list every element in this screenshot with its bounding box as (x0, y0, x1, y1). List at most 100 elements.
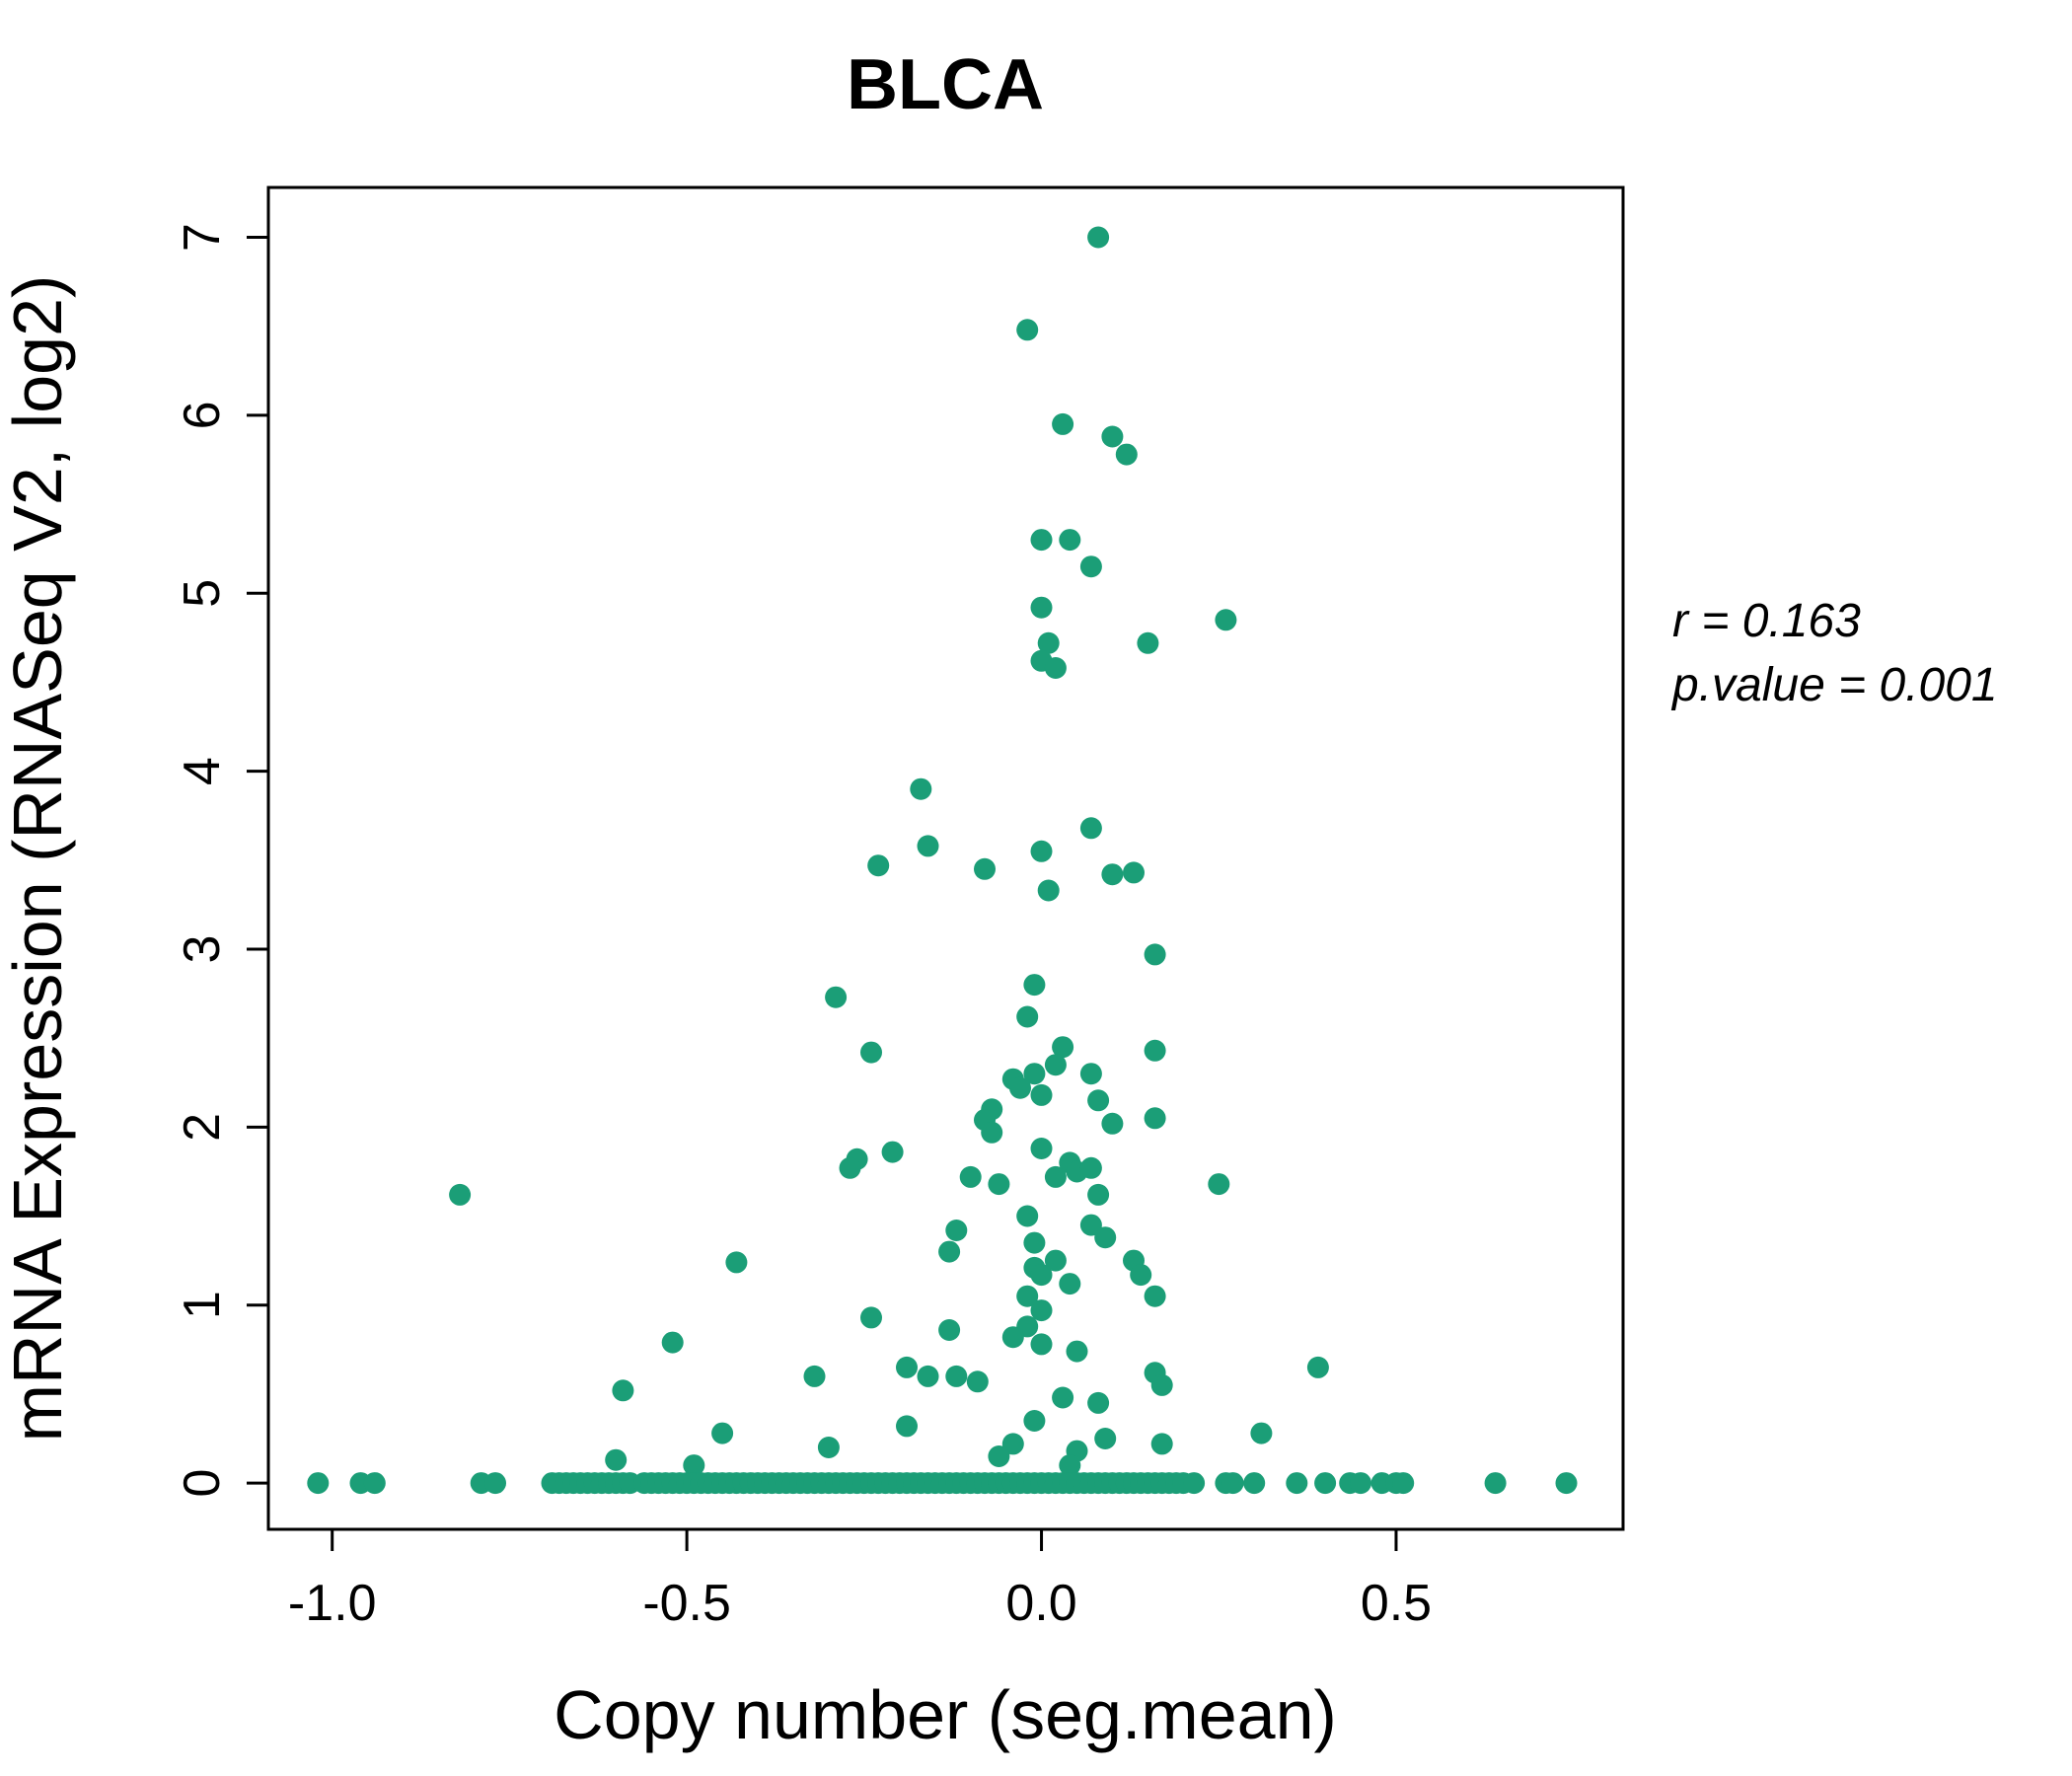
data-point (1183, 1472, 1206, 1495)
y-tick-label: 7 (174, 223, 231, 252)
data-point (917, 835, 939, 857)
data-point (1066, 1340, 1088, 1363)
data-point (1030, 1138, 1053, 1159)
data-point (1001, 1326, 1024, 1349)
data-point (1101, 863, 1124, 886)
data-point (1044, 1165, 1067, 1188)
data-point (1023, 1410, 1046, 1432)
data-point (1130, 1264, 1152, 1287)
data-point (1150, 1433, 1173, 1455)
data-point (1052, 1036, 1074, 1059)
data-point (683, 1454, 705, 1477)
data-point (484, 1472, 506, 1495)
chart-title: BLCA (847, 45, 1044, 124)
data-point (1144, 943, 1166, 966)
data-point (711, 1422, 734, 1444)
data-point (1037, 631, 1060, 654)
y-tick-label: 4 (174, 757, 231, 785)
data-point (1016, 1205, 1039, 1227)
data-point (1079, 817, 1102, 840)
data-point (1059, 1273, 1081, 1295)
data-point (1208, 1173, 1230, 1196)
axes-layer: -1.0 -0.5 0.0 0.5 0 1 2 3 4 5 6 7 (174, 223, 1432, 1632)
data-point (1144, 1107, 1166, 1130)
y-tick-label: 0 (174, 1469, 231, 1498)
data-point (1052, 1386, 1074, 1409)
data-point (1350, 1472, 1371, 1495)
data-point (1079, 1156, 1102, 1179)
data-point (1016, 319, 1039, 341)
data-point (945, 1220, 968, 1241)
data-point (910, 777, 932, 800)
data-point (988, 1445, 1010, 1467)
data-point (803, 1365, 826, 1387)
data-point (1484, 1472, 1507, 1495)
data-point (1059, 529, 1081, 552)
data-point (1087, 226, 1110, 249)
data-point (449, 1183, 472, 1206)
data-point (1123, 861, 1145, 884)
data-point (817, 1437, 840, 1458)
data-point (1314, 1472, 1337, 1495)
data-point (1137, 631, 1159, 654)
data-point (860, 1041, 882, 1064)
data-point (1030, 1083, 1053, 1106)
data-point (1555, 1472, 1578, 1495)
data-point (1023, 974, 1046, 997)
data-point (1079, 1214, 1102, 1236)
y-tick-label: 3 (174, 935, 231, 964)
annotation-r-value: r = 0.163 (1672, 595, 1861, 647)
data-point (1115, 443, 1138, 466)
data-point (1087, 1183, 1110, 1206)
data-point (945, 1365, 968, 1387)
data-point (1044, 1249, 1067, 1272)
data-point (860, 1306, 882, 1329)
y-tick-label: 6 (174, 401, 231, 429)
data-point (1215, 609, 1237, 631)
data-point (959, 1165, 982, 1188)
data-point (1030, 596, 1053, 619)
data-point (1001, 1433, 1024, 1455)
data-point (1243, 1472, 1266, 1495)
data-point (1286, 1472, 1308, 1495)
data-point (974, 857, 996, 880)
data-point (612, 1379, 634, 1402)
data-point (938, 1319, 961, 1341)
data-point (1030, 529, 1053, 552)
data-point (363, 1472, 386, 1495)
data-point (1101, 1112, 1124, 1135)
data-point (1087, 1089, 1110, 1112)
data-point (1144, 1285, 1166, 1307)
plot-border (266, 185, 1625, 1531)
data-point (307, 1472, 330, 1495)
data-point (1392, 1472, 1415, 1495)
data-point (1030, 1299, 1053, 1322)
data-point (661, 1331, 684, 1354)
data-point (1250, 1422, 1273, 1444)
x-tick-label: -0.5 (642, 1575, 731, 1632)
data-point (1087, 1391, 1110, 1414)
data-point (839, 1156, 861, 1179)
data-point (1079, 555, 1102, 578)
data-point (1144, 1039, 1166, 1062)
x-tick-label: -1.0 (288, 1575, 377, 1632)
x-tick-label: 0.0 (1005, 1575, 1076, 1632)
data-point (725, 1251, 748, 1274)
data-point (1094, 1428, 1117, 1449)
y-tick-label: 5 (174, 579, 231, 608)
data-point (1052, 412, 1074, 435)
data-point (1023, 1063, 1046, 1085)
data-point (1044, 1054, 1067, 1076)
data-point (1044, 657, 1067, 679)
y-tick-label: 1 (174, 1291, 231, 1319)
data-point (881, 1141, 904, 1163)
data-point (1221, 1472, 1244, 1495)
data-point (1009, 1076, 1031, 1099)
data-point (917, 1365, 939, 1387)
data-point (981, 1121, 1003, 1144)
data-point (896, 1415, 918, 1438)
data-point (1150, 1373, 1173, 1396)
data-point (1059, 1454, 1081, 1477)
